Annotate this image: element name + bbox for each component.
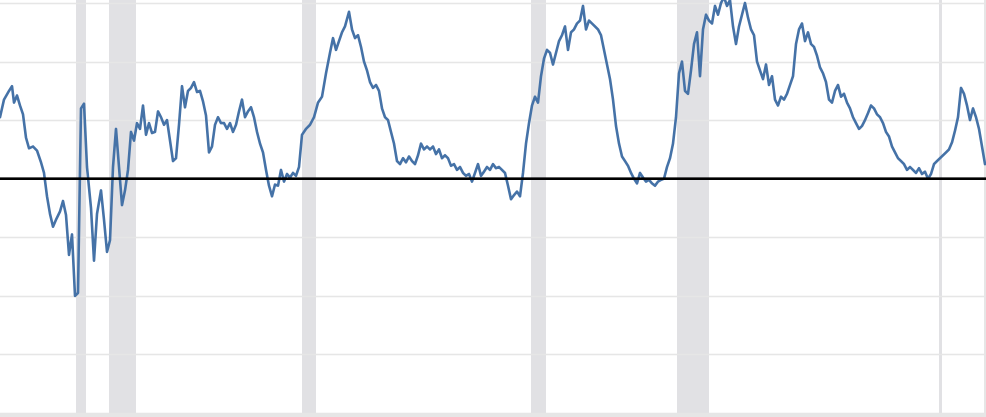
recession-band-1 [76, 0, 86, 417]
recession-band-4 [531, 0, 546, 417]
recession-band-2 [109, 0, 136, 417]
recession-band-6 [939, 0, 942, 417]
recession-band-3 [302, 0, 316, 417]
series-line-1 [0, 0, 986, 298]
series-group [0, 0, 986, 298]
